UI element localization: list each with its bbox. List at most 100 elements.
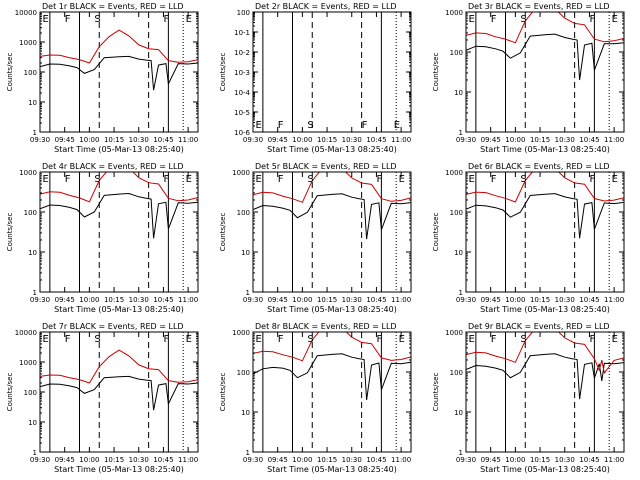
x-tick-label: 09:30: [30, 456, 50, 464]
marker-label: F: [491, 334, 497, 345]
y-tick-label: 1000: [19, 39, 37, 47]
y-tick-label: 10: [28, 99, 37, 107]
y-axis-title: Counts/sec: [6, 53, 14, 92]
marker-label: F: [65, 174, 71, 185]
marker-label: E: [255, 334, 261, 345]
marker-label: S: [307, 174, 313, 185]
x-tick-label: 09:30: [30, 296, 50, 304]
x-tick-label: 09:45: [481, 456, 501, 464]
x-tick-label: 10:45: [366, 296, 386, 304]
plot-area: [466, 332, 624, 452]
marker-label: F: [589, 14, 595, 25]
marker-label: E: [42, 14, 48, 25]
plot-frame: [465, 171, 625, 293]
x-tick-label: 10:30: [342, 136, 362, 144]
x-tick-label: 10:00: [79, 136, 99, 144]
y-tick-label: 1: [459, 289, 463, 297]
y-tick-label: 1000: [445, 9, 463, 17]
x-tick-label: 10:45: [153, 136, 173, 144]
x-tick-label: 11:00: [178, 136, 198, 144]
panel-title: Det 9r BLACK = Events, RED = LLD: [468, 322, 610, 331]
series-line-events: [40, 375, 198, 411]
marker-label: S: [520, 14, 526, 25]
x-tick-label: 10:30: [129, 456, 149, 464]
x-tick-label: 11:00: [604, 136, 624, 144]
marker-label: F: [491, 174, 497, 185]
x-tick-label: 10:00: [79, 296, 99, 304]
x-tick-label: 10:30: [129, 136, 149, 144]
marker-label: F: [278, 174, 284, 185]
y-tick-label: 10-1: [234, 29, 250, 37]
series-line-events: [253, 193, 411, 240]
x-tick-label: 10:15: [530, 136, 550, 144]
x-axis-title: Start Time (05-Mar-13 08:25:40): [480, 305, 610, 314]
y-tick-label: 1000: [19, 359, 37, 367]
marker-label: F: [376, 334, 382, 345]
x-tick-label: 09:45: [55, 136, 75, 144]
marker-label: S: [307, 334, 313, 345]
marker-label: F: [491, 14, 497, 25]
x-tick-label: 10:15: [317, 296, 337, 304]
marker-label: E: [186, 174, 192, 185]
x-tick-label: 10:15: [317, 456, 337, 464]
y-tick-label: 1: [33, 289, 37, 297]
x-axis-title: Start Time (05-Mar-13 08:25:40): [480, 145, 610, 154]
x-tick-label: 10:45: [366, 456, 386, 464]
panel-title: Det 6r BLACK = Events, RED = LLD: [468, 162, 610, 171]
x-tick-label: 10:30: [555, 456, 575, 464]
x-tick-label: 10:45: [579, 296, 599, 304]
marker-label: S: [94, 14, 100, 25]
series-line-lld: [40, 349, 198, 384]
y-tick-label: 100: [237, 369, 250, 377]
marker-label: F: [163, 334, 169, 345]
y-tick-label: 10: [28, 249, 37, 257]
x-tick-label: 10:00: [505, 136, 525, 144]
y-tick-label: 1: [33, 129, 37, 137]
x-tick-label: 09:30: [456, 136, 476, 144]
panel-title: Det 3r BLACK = Events, RED = LLD: [468, 2, 610, 11]
x-tick-label: 11:00: [604, 456, 624, 464]
x-tick-label: 09:30: [456, 456, 476, 464]
y-tick-label: 10-5: [234, 109, 250, 117]
x-tick-label: 10:30: [342, 296, 362, 304]
y-tick-label: 10: [454, 89, 463, 97]
x-tick-label: 11:00: [178, 296, 198, 304]
x-axis-title: Start Time (05-Mar-13 08:25:40): [267, 465, 397, 474]
y-tick-label: 10000: [15, 329, 37, 337]
marker-label: F: [589, 174, 595, 185]
marker-label: E: [255, 174, 261, 185]
x-tick-label: 10:00: [505, 456, 525, 464]
x-tick-label: 10:00: [292, 456, 312, 464]
marker-label: F: [589, 334, 595, 345]
x-axis-title: Start Time (05-Mar-13 08:25:40): [54, 465, 184, 474]
plot-frame: [39, 171, 199, 293]
marker-label: F: [376, 174, 382, 185]
marker-label: E: [399, 174, 405, 185]
marker-label: S: [94, 334, 100, 345]
series-line-lld: [253, 332, 411, 362]
x-tick-label: 10:15: [317, 136, 337, 144]
series-line-lld: [40, 172, 198, 203]
plot-frame: [252, 171, 412, 293]
x-tick-label: 10:15: [530, 456, 550, 464]
y-tick-label: 1: [459, 449, 463, 457]
x-tick-label: 10:15: [104, 296, 124, 304]
y-tick-label: 1: [246, 449, 250, 457]
series-line-events: [40, 55, 198, 91]
panel-title: Det 1r BLACK = Events, RED = LLD: [42, 2, 184, 11]
marker-label: E: [42, 334, 48, 345]
plot-frame: [465, 11, 625, 133]
plot-area: [253, 172, 411, 292]
panel-title: Det 5r BLACK = Events, RED = LLD: [255, 162, 397, 171]
marker-label: E: [468, 14, 474, 25]
marker-label: E: [186, 14, 192, 25]
series-line-lld: [466, 332, 624, 375]
y-tick-label: 100: [24, 69, 37, 77]
x-axis-title: Start Time (05-Mar-13 08:25:40): [267, 145, 397, 154]
plot-area: [262, 12, 397, 132]
marker-label: F: [163, 14, 169, 25]
plot-frame: [465, 331, 625, 453]
